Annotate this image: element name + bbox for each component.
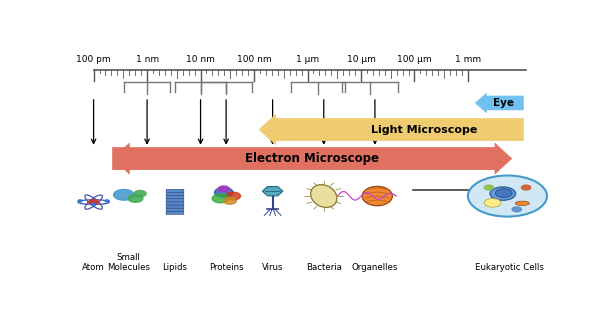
- Text: Small
Molecules: Small Molecules: [107, 253, 150, 272]
- Circle shape: [113, 190, 134, 200]
- Circle shape: [512, 207, 521, 212]
- Text: Lipids: Lipids: [163, 263, 187, 272]
- Text: Electron Microscope: Electron Microscope: [245, 152, 379, 165]
- Circle shape: [484, 198, 501, 207]
- Text: Eye: Eye: [493, 98, 514, 108]
- Circle shape: [484, 185, 493, 190]
- Text: 1 mm: 1 mm: [455, 55, 481, 64]
- FancyArrowPatch shape: [259, 114, 523, 145]
- Circle shape: [218, 186, 229, 192]
- Circle shape: [496, 189, 512, 198]
- FancyBboxPatch shape: [166, 202, 184, 205]
- Text: 10 nm: 10 nm: [186, 55, 215, 64]
- Text: Eukaryotic Cells: Eukaryotic Cells: [475, 263, 544, 272]
- Text: 1 μm: 1 μm: [296, 55, 319, 64]
- Circle shape: [128, 195, 143, 202]
- Circle shape: [78, 200, 82, 202]
- Text: Atom: Atom: [82, 263, 105, 272]
- Ellipse shape: [515, 201, 529, 205]
- Circle shape: [92, 203, 95, 205]
- Ellipse shape: [490, 187, 515, 200]
- Text: 100 μm: 100 μm: [397, 55, 432, 64]
- Polygon shape: [262, 187, 283, 196]
- FancyBboxPatch shape: [166, 205, 184, 208]
- FancyBboxPatch shape: [166, 196, 184, 199]
- FancyBboxPatch shape: [166, 199, 184, 202]
- Ellipse shape: [362, 187, 392, 206]
- FancyBboxPatch shape: [166, 192, 184, 196]
- Circle shape: [521, 185, 530, 190]
- Text: 10 μm: 10 μm: [347, 55, 376, 64]
- FancyBboxPatch shape: [166, 208, 184, 211]
- Circle shape: [215, 187, 233, 197]
- Circle shape: [212, 194, 229, 203]
- Circle shape: [468, 176, 547, 217]
- Text: 100 pm: 100 pm: [76, 55, 111, 64]
- FancyBboxPatch shape: [166, 211, 184, 214]
- FancyArrowPatch shape: [113, 143, 512, 174]
- Text: Light Microscope: Light Microscope: [371, 125, 477, 135]
- Circle shape: [226, 192, 241, 200]
- FancyArrowPatch shape: [113, 143, 512, 174]
- Text: Proteins: Proteins: [209, 263, 244, 272]
- Circle shape: [105, 200, 109, 202]
- Ellipse shape: [311, 185, 337, 208]
- FancyArrowPatch shape: [475, 93, 523, 113]
- Text: 100 nm: 100 nm: [237, 55, 271, 64]
- Text: Bacteria: Bacteria: [306, 263, 342, 272]
- Text: Virus: Virus: [262, 263, 283, 272]
- Text: 1 nm: 1 nm: [136, 55, 158, 64]
- Circle shape: [134, 191, 146, 197]
- FancyBboxPatch shape: [166, 189, 184, 192]
- Circle shape: [89, 200, 98, 204]
- Text: Organelles: Organelles: [352, 263, 398, 272]
- Circle shape: [223, 198, 236, 204]
